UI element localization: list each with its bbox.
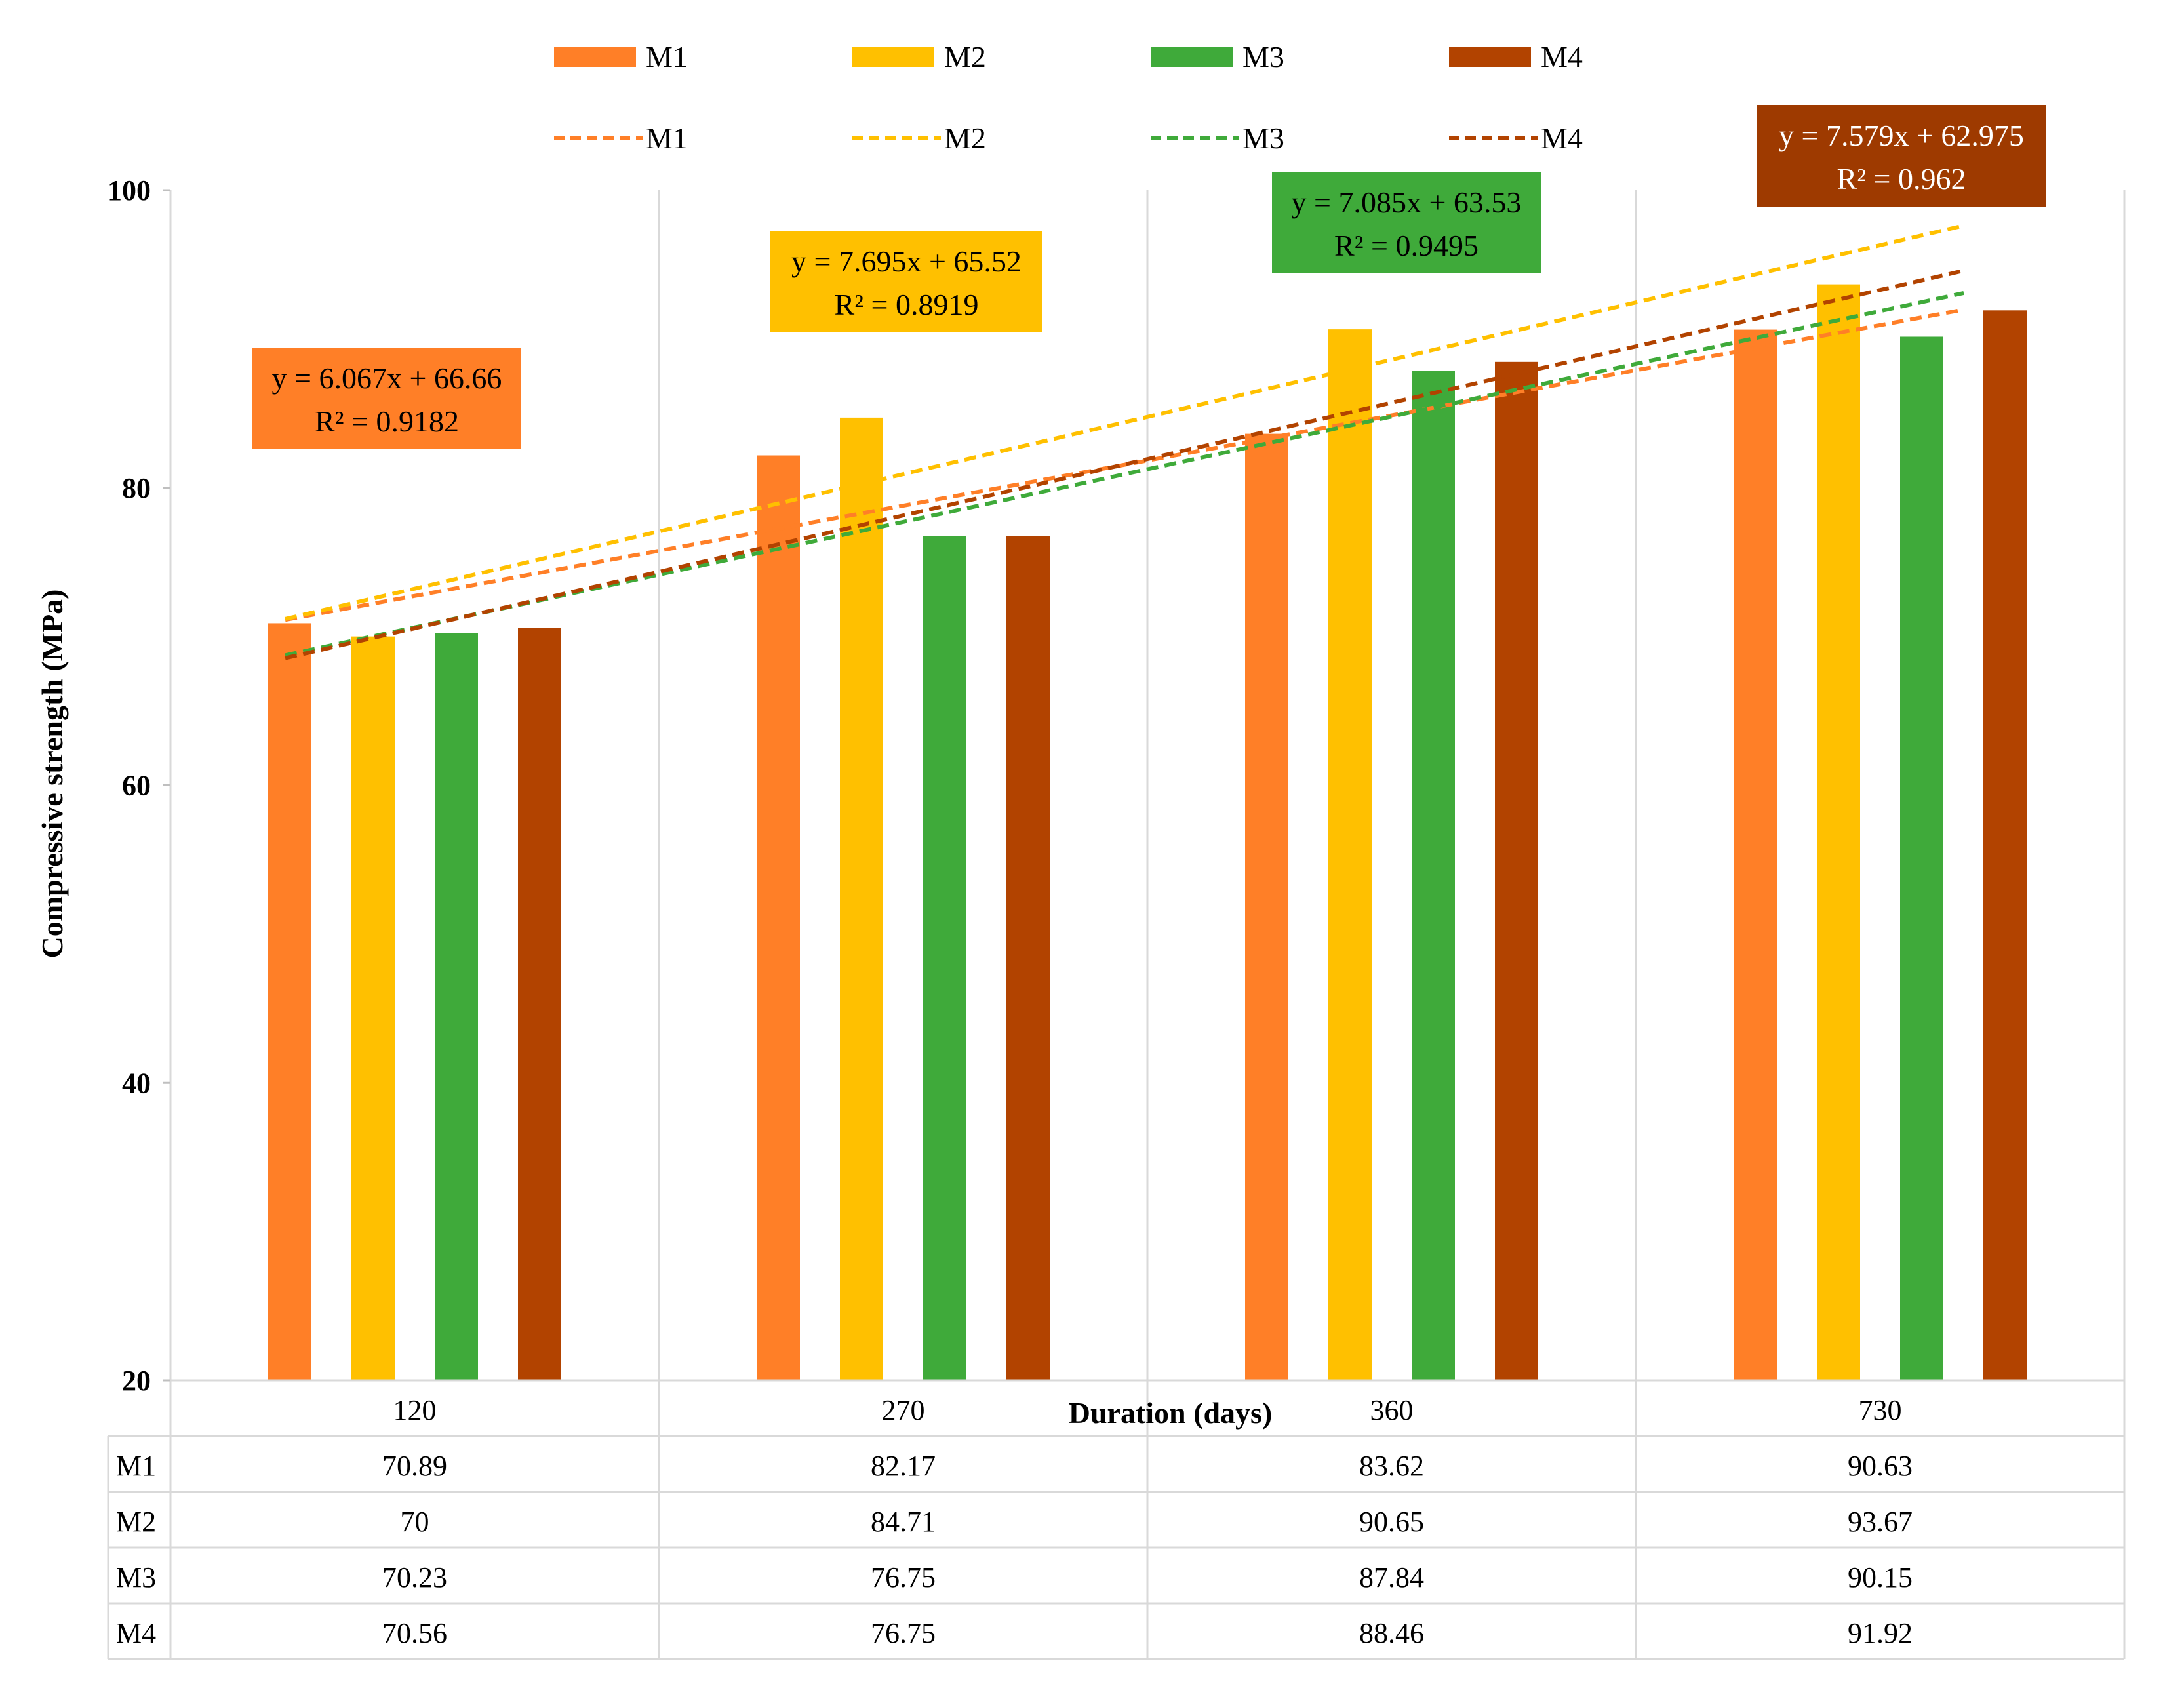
table-row-label: M1 <box>116 1450 156 1482</box>
bar-m2-730 <box>1817 284 1860 1381</box>
legend-label-bar: M2 <box>944 40 986 73</box>
bar-m1-730 <box>1734 329 1777 1380</box>
legend-label-line: M1 <box>646 121 688 155</box>
trendline-equation: y = 7.085x + 63.53 <box>1292 186 1522 219</box>
y-tick-label: 20 <box>122 1365 151 1397</box>
table-cell: 91.92 <box>1848 1617 1913 1649</box>
table-row-label: M2 <box>116 1506 156 1538</box>
trendline-equation: y = 7.695x + 65.52 <box>791 245 1022 278</box>
bar-m1-270 <box>757 455 800 1381</box>
table-cell: 82.17 <box>871 1450 936 1482</box>
y-tick-label: 80 <box>122 472 151 504</box>
table-cell: 76.75 <box>871 1561 936 1594</box>
trendline-r-squared: R² = 0.9495 <box>1334 229 1479 262</box>
table-cell: 90.63 <box>1848 1450 1913 1482</box>
x-tick-label: 360 <box>1370 1394 1414 1426</box>
legend-label-line: M2 <box>944 121 986 155</box>
bar-m4-360 <box>1495 361 1538 1380</box>
trendline-equation-box-m4 <box>1757 105 2046 207</box>
trendline-r-squared: R² = 0.962 <box>1837 162 1966 195</box>
table-cell: 87.84 <box>1359 1561 1424 1594</box>
table-cell: 70.89 <box>382 1450 447 1482</box>
trendline-m4 <box>285 268 1964 660</box>
table-row-label: M3 <box>116 1561 156 1594</box>
legend-label-line: M4 <box>1541 121 1583 155</box>
bar-m4-120 <box>518 628 561 1381</box>
table-cell: 90.65 <box>1359 1506 1424 1538</box>
bar-m3-730 <box>1900 336 1943 1380</box>
table-cell: 84.71 <box>871 1506 936 1538</box>
bar-m3-120 <box>435 633 478 1380</box>
trendline-equation: y = 6.067x + 66.66 <box>272 361 502 395</box>
y-axis-title: Compressive strength (MPa) <box>35 590 69 959</box>
x-tick-label: 270 <box>882 1394 925 1426</box>
trendline-equation: y = 7.579x + 62.975 <box>1779 119 2024 152</box>
bar-m2-270 <box>840 417 883 1380</box>
legend-swatch-bar-m1 <box>554 47 636 67</box>
table-row-label: M4 <box>116 1617 156 1649</box>
trendline-equation-box-m1 <box>252 348 521 449</box>
trendline-m1 <box>285 308 1964 622</box>
legend-label-bar: M3 <box>1242 40 1284 73</box>
trendline-m2 <box>285 224 1964 621</box>
table-cell: 70 <box>401 1506 429 1538</box>
bar-m2-360 <box>1328 329 1372 1380</box>
y-tick-label: 40 <box>122 1067 151 1099</box>
legend-label-bar: M4 <box>1541 40 1583 73</box>
trendline-r-squared: R² = 0.9182 <box>315 405 459 438</box>
bar-m4-730 <box>1983 310 2027 1381</box>
x-tick-label: 730 <box>1859 1394 1902 1426</box>
legend-label-line: M3 <box>1242 121 1284 155</box>
bar-m2-120 <box>351 636 395 1380</box>
table-cell: 93.67 <box>1848 1506 1913 1538</box>
table-cell: 83.62 <box>1359 1450 1424 1482</box>
y-tick-label: 100 <box>108 174 151 207</box>
legend-swatch-bar-m2 <box>852 47 934 67</box>
trendline-equation-box-m3 <box>1272 172 1541 273</box>
table-cell: 70.56 <box>382 1617 447 1649</box>
table-cell: 70.23 <box>382 1561 447 1594</box>
x-axis-title: Duration (days) <box>1069 1396 1273 1430</box>
bar-m4-270 <box>1006 536 1050 1380</box>
legend-swatch-bar-m3 <box>1151 47 1233 67</box>
bar-m1-360 <box>1245 433 1288 1380</box>
trendline-r-squared: R² = 0.8919 <box>835 288 979 321</box>
y-tick-label: 60 <box>122 770 151 802</box>
bar-m3-360 <box>1412 371 1455 1380</box>
table-cell: 90.15 <box>1848 1561 1913 1594</box>
bar-m1-120 <box>268 623 311 1380</box>
legend-swatch-bar-m4 <box>1449 47 1531 67</box>
legend-label-bar: M1 <box>646 40 688 73</box>
table-cell: 76.75 <box>871 1617 936 1649</box>
trendline-equation-box-m2 <box>770 231 1042 332</box>
bar-m3-270 <box>923 536 966 1380</box>
x-tick-label: 120 <box>393 1394 437 1426</box>
table-cell: 88.46 <box>1359 1617 1424 1649</box>
